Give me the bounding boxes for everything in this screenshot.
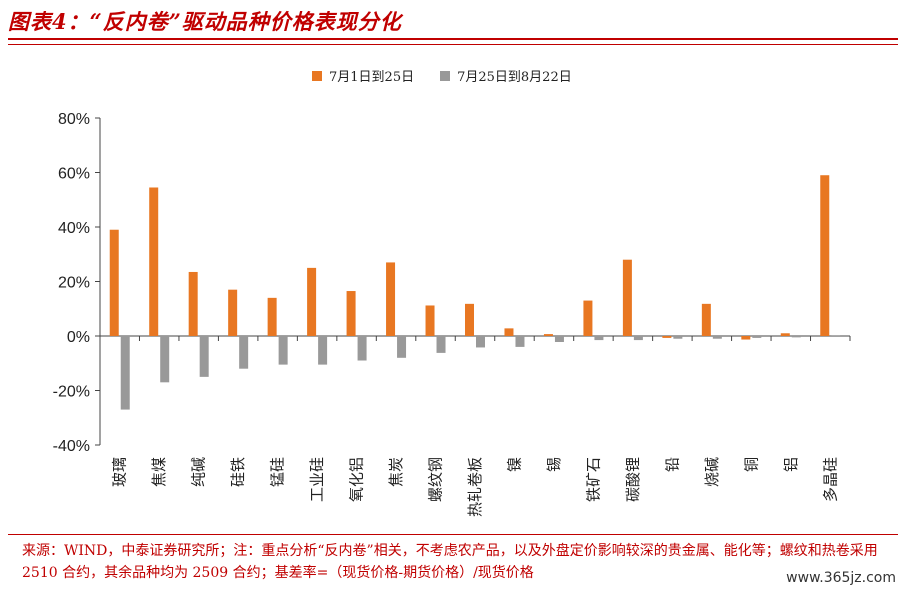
- bar-2-铁矿石: [594, 336, 604, 341]
- bar-2-玻璃: [120, 336, 130, 410]
- bar-1-铁矿石: [583, 300, 593, 336]
- figure-title: 图表4：“反内卷”驱动品种价格表现分化: [8, 9, 402, 34]
- x-tick-label: 镍: [505, 457, 523, 472]
- y-tick-label: -40%: [53, 438, 90, 455]
- y-tick-label: -20%: [53, 384, 90, 401]
- bar-chart: 80% 60% 40% 20% 0% -20% -40% 玻璃 焦煤 纯碱 硅铁 锰硅 工业硅 氧化铝 焦炭…: [53, 111, 851, 517]
- bar-2-烧碱: [712, 336, 722, 339]
- bar-2-纯碱: [199, 336, 209, 377]
- x-tick-label: 烧碱: [703, 457, 721, 487]
- x-tick-label: 焦炭: [387, 457, 405, 487]
- x-tick-label: 铅: [663, 457, 681, 472]
- legend-label-series1: 7月1日到25日: [329, 70, 415, 85]
- bar-1-铅: [662, 336, 672, 338]
- bar-1-焦炭: [386, 262, 396, 336]
- y-tick-label: 0%: [67, 329, 90, 346]
- legend: 7月1日到25日 7月25日到8月22日: [312, 66, 598, 85]
- bar-2-镍: [515, 336, 525, 347]
- legend-label-series2: 7月25日到8月22日: [457, 70, 572, 85]
- bar-2-焦煤: [160, 336, 170, 383]
- bar-1-纯碱: [188, 271, 198, 336]
- legend-item-series2: 7月25日到8月22日: [440, 66, 572, 85]
- bar-2-碳酸锂: [633, 336, 643, 341]
- x-tick-label: 铜: [742, 457, 760, 472]
- bar-1-玻璃: [109, 229, 119, 336]
- legend-swatch-series1: [312, 70, 322, 81]
- bar-1-烧碱: [701, 303, 711, 336]
- bar-2-锰硅: [278, 336, 288, 365]
- x-tick-label: 硅铁: [229, 457, 247, 487]
- y-tick-label: 60%: [58, 166, 90, 183]
- x-tick-label: 铁矿石: [584, 457, 602, 502]
- title-rule-thin: [8, 44, 898, 45]
- x-tick-label: 多晶硅: [821, 457, 839, 502]
- bar-1-硅铁: [228, 289, 238, 336]
- bar-2-螺纹钢: [436, 336, 446, 353]
- bar-2-工业硅: [318, 336, 328, 365]
- bar-1-锡: [543, 334, 553, 336]
- title-rule: [8, 38, 898, 40]
- bar-1-多晶硅: [820, 175, 830, 336]
- bar-2-热轧卷板: [476, 336, 485, 348]
- bar-1-螺纹钢: [425, 305, 435, 336]
- bar-1-碳酸锂: [622, 259, 632, 336]
- legend-item-series1: 7月1日到25日: [312, 66, 414, 85]
- x-tick-label: 锰硅: [269, 457, 287, 487]
- bar-1-镍: [504, 328, 514, 336]
- bar-2-铝: [791, 336, 801, 338]
- bar-2-焦炭: [397, 336, 407, 358]
- x-tick-label: 碳酸锂: [624, 457, 642, 502]
- bar-2-铜: [752, 336, 762, 338]
- bar-2-硅铁: [239, 336, 249, 369]
- bar-2-多晶硅: [831, 335, 841, 336]
- x-tick-label: 纯碱: [190, 457, 208, 487]
- x-tick-label: 热轧卷板: [466, 457, 484, 517]
- x-tick-label: 锡: [545, 457, 563, 472]
- y-tick-label: 20%: [58, 275, 90, 292]
- source-footnote: 来源：WIND，中泰证券研究所；注：重点分析“反内卷”相关，不考虑农产品，以及外…: [22, 543, 878, 581]
- x-tick-label: 螺纹钢: [427, 457, 445, 502]
- x-tick-label: 玻璃: [111, 457, 129, 487]
- x-tick-label: 氧化铝: [348, 457, 366, 502]
- y-tick-label: 80%: [58, 111, 90, 128]
- x-tick-label: 工业硅: [308, 457, 326, 502]
- bar-1-铝: [780, 333, 790, 336]
- footnote-rule: [8, 534, 898, 535]
- bar-1-工业硅: [307, 267, 317, 336]
- bar-1-热轧卷板: [465, 303, 474, 336]
- legend-swatch-series2: [440, 70, 451, 81]
- y-tick-label: 40%: [58, 220, 90, 237]
- bar-1-锰硅: [267, 297, 277, 336]
- x-tick-label: 铝: [782, 457, 800, 472]
- bar-2-氧化铝: [357, 336, 367, 361]
- bar-1-焦煤: [149, 187, 159, 336]
- bar-2-铅: [673, 336, 683, 339]
- bar-1-铜: [741, 336, 751, 340]
- watermark: www.365jz.com: [782, 570, 900, 586]
- x-tick-label: 焦煤: [150, 457, 168, 487]
- bar-1-氧化铝: [346, 291, 356, 336]
- bar-2-锡: [554, 336, 564, 342]
